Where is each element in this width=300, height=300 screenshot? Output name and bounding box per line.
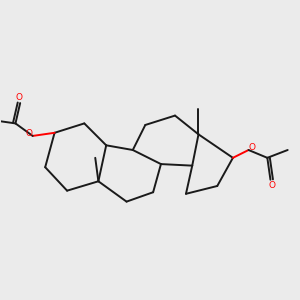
Text: O: O: [268, 181, 275, 190]
Text: O: O: [15, 93, 22, 102]
Text: O: O: [26, 129, 32, 138]
Text: O: O: [249, 143, 256, 152]
